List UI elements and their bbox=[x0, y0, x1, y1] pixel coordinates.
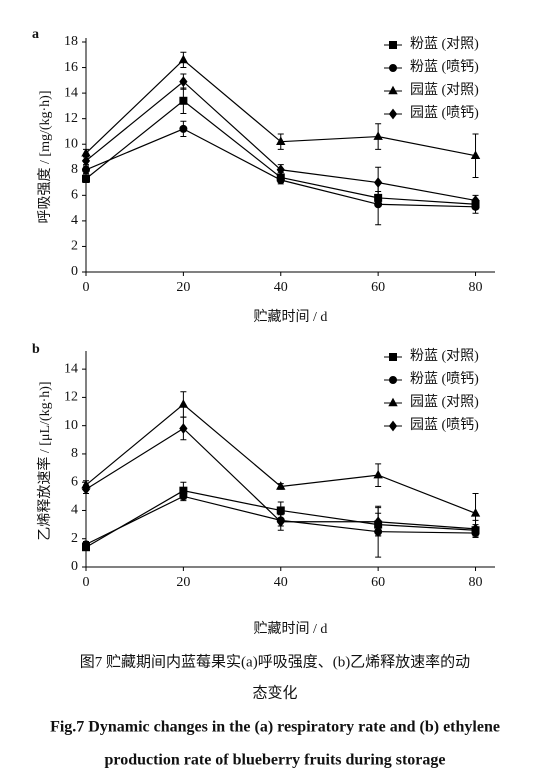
marker bbox=[178, 54, 189, 64]
caption-en: production rate of blueberry fruits duri… bbox=[104, 752, 445, 769]
y-tick-label: 8 bbox=[71, 162, 78, 177]
y-tick-label: 12 bbox=[64, 111, 78, 126]
legend-label: 园蓝 (对照) bbox=[410, 394, 479, 410]
y-tick-label: 16 bbox=[64, 60, 78, 75]
legend-label: 园蓝 (喷钙) bbox=[410, 105, 479, 121]
marker bbox=[82, 174, 90, 183]
marker bbox=[373, 131, 383, 140]
marker bbox=[178, 399, 189, 408]
x-tick-label: 40 bbox=[274, 280, 288, 295]
caption-zh: 图7 贮藏期间内蓝莓果实(a)呼吸强度、(b)乙烯释放速率的动 bbox=[80, 653, 470, 670]
marker bbox=[276, 516, 285, 528]
y-tick-label: 2 bbox=[71, 531, 78, 546]
marker bbox=[179, 423, 188, 434]
legend-marker bbox=[389, 64, 397, 72]
x-tick-label: 60 bbox=[371, 280, 385, 295]
panel-label: b bbox=[32, 342, 40, 357]
y-tick-label: 10 bbox=[64, 136, 78, 151]
legend-marker bbox=[389, 41, 397, 49]
marker bbox=[374, 200, 383, 209]
marker bbox=[179, 124, 188, 133]
marker bbox=[471, 523, 480, 535]
caption-en: Fig.7 Dynamic changes in the (a) respira… bbox=[50, 719, 500, 736]
y-tick-label: 0 bbox=[71, 559, 78, 574]
y-tick-label: 18 bbox=[64, 34, 78, 49]
marker bbox=[374, 516, 383, 528]
y-tick-label: 14 bbox=[64, 361, 78, 376]
marker bbox=[276, 176, 285, 184]
legend-label: 粉蓝 (喷钙) bbox=[410, 371, 479, 387]
y-tick-label: 6 bbox=[71, 474, 78, 489]
marker bbox=[81, 155, 91, 167]
panel-label: a bbox=[32, 27, 39, 42]
y-tick-label: 10 bbox=[64, 418, 78, 433]
x-tick-label: 0 bbox=[83, 575, 90, 590]
legend-label: 园蓝 (喷钙) bbox=[410, 417, 479, 433]
x-tick-label: 0 bbox=[83, 280, 90, 295]
y-tick-label: 4 bbox=[71, 213, 78, 228]
marker bbox=[470, 150, 481, 160]
y-axis-label: 乙烯释放速率 / [μL/(kg·h)] bbox=[36, 381, 53, 540]
x-tick-label: 80 bbox=[469, 575, 483, 590]
y-tick-label: 4 bbox=[71, 503, 78, 518]
y-tick-label: 12 bbox=[64, 390, 78, 405]
x-axis-label: 贮藏时间 / d bbox=[254, 621, 328, 637]
marker bbox=[82, 165, 90, 174]
marker bbox=[374, 177, 383, 188]
y-tick-label: 0 bbox=[71, 264, 78, 279]
x-tick-label: 60 bbox=[371, 575, 385, 590]
x-tick-label: 40 bbox=[274, 575, 288, 590]
legend-marker bbox=[388, 397, 398, 407]
legend-marker bbox=[388, 420, 398, 432]
legend-label: 粉蓝 (喷钙) bbox=[410, 59, 479, 75]
marker bbox=[276, 481, 286, 490]
legend-label: 粉蓝 (对照) bbox=[410, 36, 479, 52]
x-tick-label: 80 bbox=[469, 280, 483, 295]
marker bbox=[471, 195, 480, 206]
legend-marker bbox=[388, 85, 398, 95]
caption-zh: 态变化 bbox=[252, 684, 297, 701]
marker bbox=[179, 76, 188, 87]
y-tick-label: 2 bbox=[71, 239, 78, 254]
legend-label: 粉蓝 (对照) bbox=[410, 348, 479, 364]
y-tick-label: 14 bbox=[64, 85, 78, 100]
legend-marker bbox=[388, 108, 398, 120]
marker bbox=[179, 492, 188, 501]
legend-label: 园蓝 (对照) bbox=[410, 82, 479, 98]
legend-marker bbox=[389, 376, 397, 384]
y-tick-label: 8 bbox=[71, 446, 78, 461]
marker bbox=[82, 540, 90, 549]
y-axis-label: 呼吸强度 / [mg/(kg·h)] bbox=[37, 91, 53, 224]
x-tick-label: 20 bbox=[176, 575, 190, 590]
x-axis-label: 贮藏时间 / d bbox=[254, 309, 328, 325]
y-tick-label: 6 bbox=[71, 188, 78, 203]
legend-marker bbox=[389, 353, 397, 361]
marker bbox=[470, 508, 481, 517]
marker bbox=[373, 469, 383, 479]
marker bbox=[81, 483, 91, 495]
x-tick-label: 20 bbox=[176, 280, 190, 295]
marker bbox=[276, 164, 285, 176]
marker bbox=[179, 96, 188, 105]
marker bbox=[276, 136, 286, 145]
